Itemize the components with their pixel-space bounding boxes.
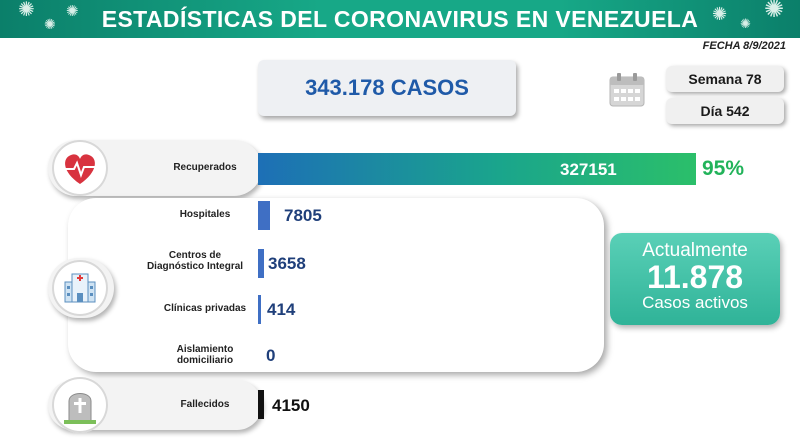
hospital-icon-circle (52, 260, 108, 316)
active-cases-subcaption: Casos activos (642, 293, 748, 312)
page-title: ESTADÍSTICAS DEL CORONAVIRUS EN VENEZUEL… (101, 6, 699, 32)
deaths-label: Fallecidos (180, 399, 230, 410)
cdi-value: 3658 (268, 254, 306, 273)
active-cases-number: 11.878 (646, 259, 744, 295)
deaths-bar (258, 390, 264, 419)
cdi-label-line2: Diagnóstico Integral (146, 261, 244, 272)
recovered-value: 327151 (560, 160, 617, 179)
hospitals-label: Hospitales (179, 209, 231, 220)
home-isolation-label-line2: domiciliario (176, 355, 234, 366)
cdi-label: Centros de Diagnóstico Integral (130, 250, 260, 272)
header-bar (0, 0, 800, 38)
gravestone-icon (64, 393, 96, 424)
virus-icon: ✺ (764, 0, 785, 23)
day-badge: Día 542 (666, 98, 784, 124)
clinics-bar (258, 295, 261, 324)
recovered-bar (258, 153, 696, 185)
cdi-label-line1: Centros de (168, 250, 222, 261)
virus-icon: ✺ (44, 16, 56, 32)
hospital-icon (64, 273, 96, 303)
hospitals-bar (258, 201, 270, 230)
heart-pulse-icon (64, 154, 96, 184)
recovered-label: Recuperados (173, 162, 237, 173)
home-isolation-label: Aislamiento domiciliario (150, 344, 260, 366)
clinics-value: 414 (267, 300, 296, 319)
cdi-bar (258, 249, 264, 278)
report-date: FECHA 8/9/2021 (702, 40, 786, 52)
virus-icon: ✺ (740, 16, 751, 31)
active-cases-caption: Actualmente (642, 240, 748, 261)
virus-icon: ✺ (712, 4, 728, 24)
deaths-icon-circle (52, 377, 108, 433)
locations-panel (68, 198, 604, 372)
clinics-label: Clínicas privadas (163, 303, 247, 314)
deaths-value: 4150 (272, 396, 310, 415)
total-cases-box: 343.178 CASOS (258, 60, 516, 116)
virus-icon: ✺ (18, 0, 35, 21)
recovered-percent: 95% (702, 157, 745, 180)
recovered-icon-circle (52, 140, 108, 196)
active-cases-card: Actualmente 11.878 Casos activos (610, 233, 780, 325)
hospitals-value: 7805 (284, 206, 322, 225)
calendar-icon (609, 73, 645, 107)
week-badge: Semana 78 (666, 66, 784, 92)
home-isolation-label-line1: Aislamiento (176, 344, 234, 355)
virus-icon: ✺ (66, 3, 79, 20)
home-isolation-value: 0 (266, 346, 276, 365)
